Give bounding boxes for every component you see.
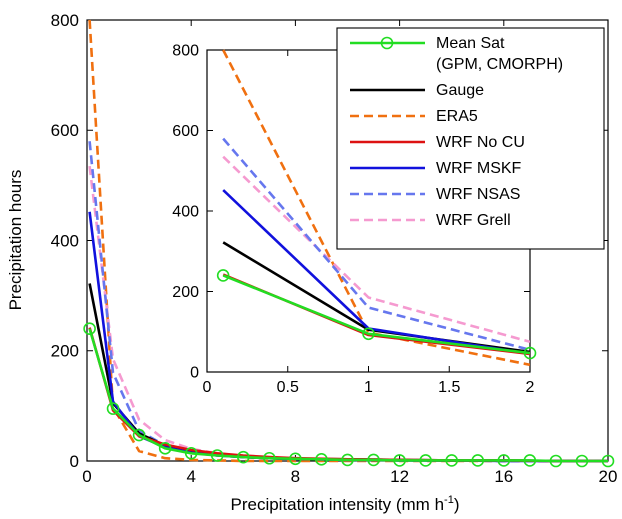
inset-series-era5 [222, 49, 530, 367]
main-point-mean-sat [471, 454, 485, 467]
main-series-mean-sat [88, 328, 608, 463]
inset-series-wrf-grell [222, 155, 530, 344]
main-x-tick-label: 8 [291, 467, 300, 486]
legend-label-era5: ERA5 [436, 108, 478, 125]
legend-box [336, 27, 605, 250]
main-x-tick-label: 16 [494, 467, 513, 486]
main-point-mean-sat [523, 454, 537, 467]
inset-y-tick-label: 400 [172, 204, 199, 221]
legend: Mean Sat (GPM, CMORPH) Gauge ERA5 WRF No CU W… [336, 27, 605, 250]
inset-series-mean-sat [222, 274, 530, 355]
main-y-tick-label: 0 [70, 452, 79, 471]
inset-point-mean-sat [523, 346, 537, 360]
legend-marker-mean-sat [380, 36, 394, 50]
main-point-mean-sat [367, 453, 380, 467]
main-point-mean-sat [132, 428, 146, 442]
main-point-mean-sat [497, 454, 511, 467]
main-point-mean-sat [158, 442, 172, 455]
inset-x-tick-label: 0 [203, 379, 212, 396]
legend-label-wrf-nsas: WRF NSAS [436, 186, 520, 203]
main-point-mean-sat [419, 454, 432, 467]
inset-x-tick-label: 1.5 [438, 379, 460, 396]
y-axis-label: Precipitation hours [6, 170, 25, 311]
inset-y-tick-label: 600 [172, 123, 199, 140]
inset-x-tick-label: 0.5 [277, 379, 299, 396]
legend-label-wrf-mskf: WRF MSKF [436, 160, 522, 177]
main-point-mean-sat [83, 322, 96, 336]
main-y-tick-label: 600 [51, 121, 79, 140]
main-point-mean-sat [445, 454, 459, 467]
main-point-mean-sat [263, 451, 276, 465]
inset-x-tick-label: 2 [526, 379, 535, 396]
main-y-tick-label: 400 [51, 231, 79, 250]
inset-x-tick-label: 1 [364, 379, 373, 396]
inset-y-tick-label: 800 [172, 43, 199, 60]
main-x-tick-label: 0 [82, 467, 91, 486]
main-x-tick-label: 4 [186, 467, 195, 486]
legend-label-wrf-grell: WRF Grell [436, 212, 511, 229]
inset-y-tick-label: 200 [172, 284, 199, 301]
main-y-tick-label: 200 [51, 342, 79, 361]
main-point-mean-sat [237, 450, 250, 464]
main-y-tick-label: 800 [51, 11, 79, 30]
main-point-mean-sat [106, 402, 120, 415]
legend-label-wrf-no-cu: WRF No CU [436, 134, 525, 151]
x-axis-label: Precipitation intensity (mm h-1) [231, 494, 460, 514]
legend-label-mean-sat: Mean Sat (GPM, CMORPH) [436, 35, 563, 73]
main-point-mean-sat [601, 454, 615, 468]
main-point-mean-sat [575, 454, 589, 468]
main-x-tick-label: 12 [390, 467, 409, 486]
main-point-mean-sat [315, 453, 328, 466]
main-point-mean-sat [184, 446, 198, 460]
main-point-mean-sat [393, 454, 406, 467]
main-point-mean-sat [341, 453, 354, 467]
inset-y-tick-label: 0 [190, 365, 199, 382]
main-x-tick-label: 20 [599, 467, 618, 486]
main-point-mean-sat [210, 449, 224, 462]
main-point-mean-sat [549, 454, 563, 468]
inset-point-mean-sat [362, 327, 375, 341]
main-point-mean-sat [289, 452, 302, 466]
inset-series-wrf-nsas [222, 137, 530, 352]
legend-label-gauge: Gauge [436, 82, 484, 99]
inset-point-mean-sat [216, 269, 230, 282]
